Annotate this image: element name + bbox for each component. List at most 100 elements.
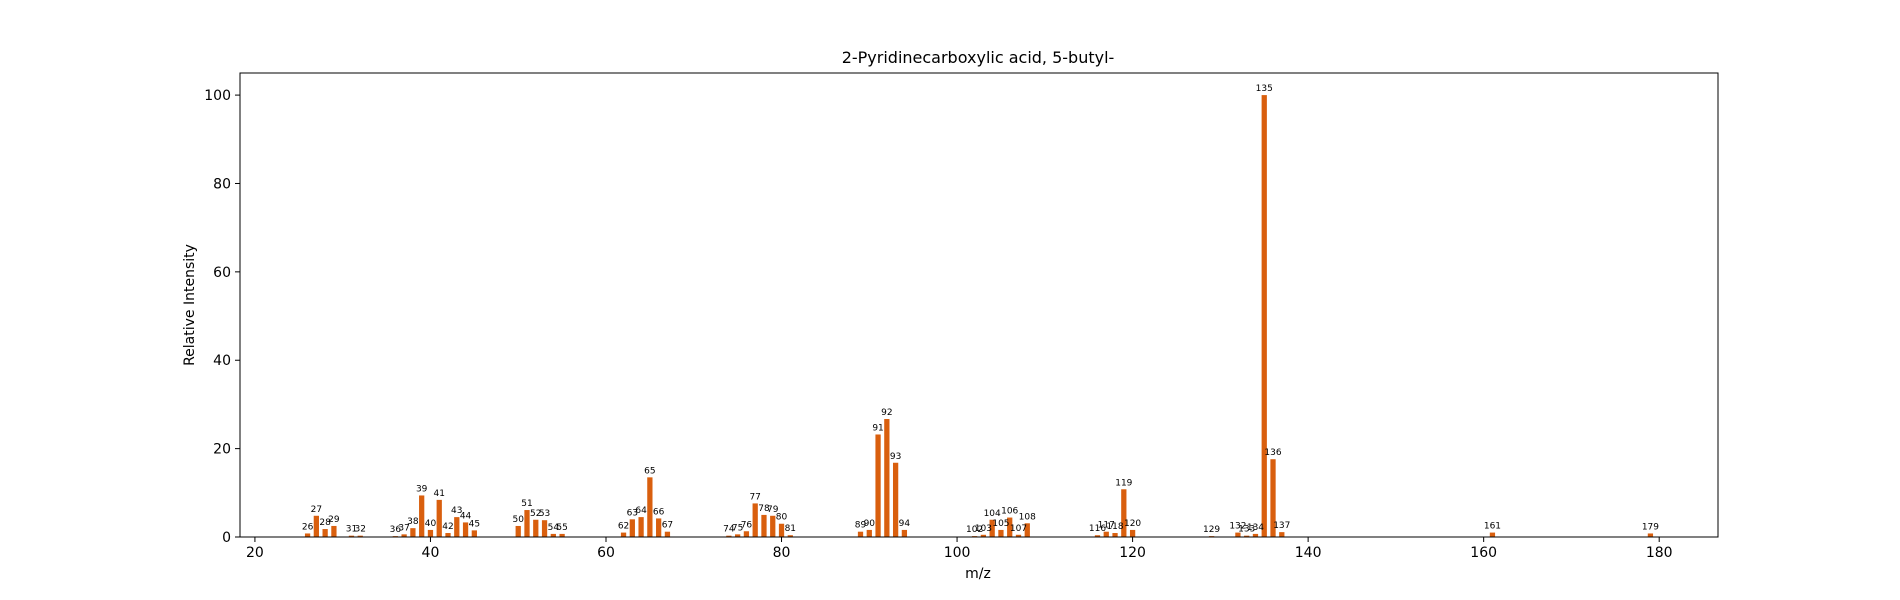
peak-label-136: 136 bbox=[1264, 448, 1281, 458]
x-tick-label: 160 bbox=[1470, 545, 1497, 561]
peak-label-41: 41 bbox=[434, 489, 445, 499]
x-tick-label: 60 bbox=[597, 545, 615, 561]
peak-label-104: 104 bbox=[984, 509, 1001, 519]
peak-bar-134 bbox=[1252, 533, 1259, 537]
peak-bar-29 bbox=[331, 525, 337, 537]
peak-bar-45 bbox=[471, 530, 477, 537]
peak-label-120: 120 bbox=[1124, 519, 1141, 529]
peak-bar-89 bbox=[857, 531, 864, 537]
peak-label-117: 117 bbox=[1098, 521, 1115, 531]
peak-label-65: 65 bbox=[644, 466, 655, 476]
peak-label-63: 63 bbox=[627, 508, 638, 518]
peak-bar-118 bbox=[1112, 533, 1118, 537]
y-tick-label: 40 bbox=[213, 353, 231, 369]
peak-label-80: 80 bbox=[776, 513, 788, 523]
peak-bar-54 bbox=[550, 533, 556, 537]
peak-bar-105 bbox=[998, 529, 1004, 537]
x-axis-label: m/z bbox=[965, 566, 991, 582]
peak-label-55: 55 bbox=[556, 523, 567, 533]
peak-label-45: 45 bbox=[469, 519, 480, 529]
x-tick-label: 20 bbox=[246, 545, 264, 561]
peak-label-133: 133 bbox=[1238, 525, 1255, 535]
peak-label-76: 76 bbox=[741, 520, 753, 530]
peak-bar-31 bbox=[348, 535, 355, 537]
peak-label-66: 66 bbox=[653, 507, 665, 517]
peak-label-44: 44 bbox=[460, 511, 472, 521]
y-tick-label: 100 bbox=[204, 88, 231, 104]
peak-bar-107 bbox=[1015, 534, 1022, 537]
peak-bar-90 bbox=[866, 529, 872, 537]
peak-label-102: 102 bbox=[966, 525, 983, 535]
peak-label-161: 161 bbox=[1484, 522, 1501, 532]
peak-label-27: 27 bbox=[311, 505, 322, 515]
peak-bar-77 bbox=[752, 503, 758, 537]
peak-label-79: 79 bbox=[767, 505, 779, 515]
y-tick-label: 0 bbox=[222, 530, 231, 546]
peak-label-179: 179 bbox=[1642, 522, 1659, 532]
peak-bar-44 bbox=[462, 522, 469, 537]
peak-label-78: 78 bbox=[758, 504, 770, 514]
peak-label-31: 31 bbox=[346, 525, 357, 535]
peak-bar-50 bbox=[515, 525, 521, 537]
peak-label-40: 40 bbox=[425, 519, 437, 529]
peak-label-94: 94 bbox=[899, 519, 911, 529]
peak-bar-62 bbox=[620, 532, 627, 537]
peak-bar-136 bbox=[1270, 459, 1276, 537]
peak-bar-81 bbox=[787, 535, 793, 537]
peak-label-92: 92 bbox=[881, 408, 892, 418]
x-tick-label: 120 bbox=[1119, 545, 1146, 561]
peak-label-81: 81 bbox=[785, 524, 796, 534]
peak-bar-76 bbox=[743, 531, 750, 537]
peak-label-135: 135 bbox=[1256, 84, 1273, 94]
peak-bar-43 bbox=[454, 517, 460, 537]
x-tick-label: 80 bbox=[773, 545, 791, 561]
peak-bar-41 bbox=[436, 499, 442, 537]
peak-bar-92 bbox=[884, 419, 890, 537]
peak-label-108: 108 bbox=[1019, 512, 1036, 522]
peak-bar-64 bbox=[638, 517, 644, 537]
plot-frame bbox=[239, 72, 1719, 538]
x-tick-label: 40 bbox=[422, 545, 440, 561]
peak-label-134: 134 bbox=[1247, 523, 1264, 533]
peak-label-53: 53 bbox=[539, 509, 550, 519]
peak-label-51: 51 bbox=[521, 499, 532, 509]
peak-bar-179 bbox=[1647, 533, 1654, 537]
peak-bar-119 bbox=[1121, 489, 1127, 537]
peak-bar-104 bbox=[989, 519, 995, 537]
peak-bar-53 bbox=[541, 520, 548, 537]
x-tick-label: 180 bbox=[1646, 545, 1673, 561]
peak-bar-52 bbox=[533, 519, 539, 537]
x-tick-label: 100 bbox=[944, 545, 971, 561]
peak-bar-26 bbox=[304, 533, 311, 537]
peak-bar-91 bbox=[875, 434, 881, 537]
peak-bar-63 bbox=[629, 519, 635, 537]
peak-label-38: 38 bbox=[407, 517, 419, 527]
y-axis-label: Relative Intensity bbox=[182, 244, 198, 366]
peak-label-107: 107 bbox=[1010, 524, 1027, 534]
peak-bar-78 bbox=[761, 514, 767, 537]
peak-bar-42 bbox=[445, 533, 451, 537]
peak-bar-74 bbox=[726, 535, 732, 537]
peak-label-75: 75 bbox=[732, 523, 743, 533]
peak-label-26: 26 bbox=[302, 522, 314, 532]
peak-label-116: 116 bbox=[1089, 524, 1106, 534]
peak-label-77: 77 bbox=[749, 492, 760, 502]
peak-bar-51 bbox=[524, 510, 530, 537]
peak-bar-133 bbox=[1244, 535, 1250, 537]
peak-label-103: 103 bbox=[975, 524, 992, 534]
y-tick-label: 20 bbox=[213, 442, 231, 458]
peak-bar-135 bbox=[1261, 95, 1267, 537]
peak-bar-28 bbox=[322, 529, 328, 537]
peak-label-67: 67 bbox=[662, 521, 673, 531]
peak-bar-66 bbox=[656, 518, 662, 537]
peak-label-50: 50 bbox=[512, 515, 524, 525]
peak-bar-79 bbox=[770, 515, 776, 537]
peak-bar-132 bbox=[1235, 532, 1241, 537]
peak-label-106: 106 bbox=[1001, 507, 1018, 517]
peak-label-132: 132 bbox=[1229, 522, 1246, 532]
peak-bar-38 bbox=[410, 528, 416, 537]
peak-label-36: 36 bbox=[390, 525, 402, 535]
y-tick-label: 60 bbox=[213, 265, 231, 281]
peak-label-32: 32 bbox=[355, 525, 366, 535]
